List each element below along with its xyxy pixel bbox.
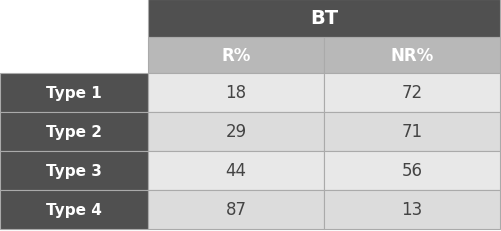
Text: Type 4: Type 4 [46, 202, 102, 217]
Text: 29: 29 [225, 123, 246, 141]
Text: 44: 44 [225, 162, 246, 180]
Bar [148, 112, 324, 151]
Bar [148, 151, 324, 190]
Text: 71: 71 [401, 123, 422, 141]
Bar [324, 190, 500, 229]
Text: Type 1: Type 1 [46, 86, 102, 100]
Text: 18: 18 [225, 84, 246, 102]
Text: BT: BT [310, 9, 338, 28]
Bar [0, 74, 148, 112]
Text: R%: R% [221, 47, 250, 65]
Bar [148, 38, 324, 74]
Bar [0, 38, 148, 74]
Bar [324, 112, 500, 151]
Bar [148, 190, 324, 229]
Bar [324, 74, 500, 112]
Bar [0, 151, 148, 190]
Bar [148, 74, 324, 112]
Bar [0, 190, 148, 229]
Text: Type 2: Type 2 [46, 125, 102, 139]
Text: 72: 72 [401, 84, 422, 102]
Bar [148, 0, 500, 38]
Text: 56: 56 [401, 162, 422, 180]
Bar [324, 151, 500, 190]
Bar [0, 112, 148, 151]
Bar [0, 0, 148, 38]
Bar [324, 38, 500, 74]
Text: 13: 13 [401, 201, 423, 219]
Text: 87: 87 [225, 201, 246, 219]
Text: Type 3: Type 3 [46, 163, 102, 178]
Text: NR%: NR% [390, 47, 434, 65]
